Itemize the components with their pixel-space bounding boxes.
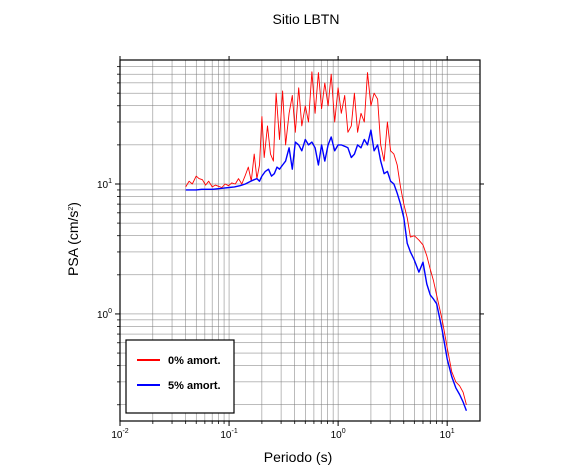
y-axis-label: PSA (cm/s2) [65,202,81,276]
x-tick-label: 10-2 [111,428,128,441]
x-tick-label: 100 [331,428,346,441]
axis-ticks: 10-2 10-1 100 101 100 101 [97,56,484,441]
series-lines [185,71,468,411]
legend-label-0: 0% amort. [168,355,221,367]
series-line-1 [185,129,468,411]
plot-frame [119,59,481,422]
legend: 0% amort. 5% amort. [125,339,235,414]
chart-title: Sitio LBTN [273,11,340,27]
y-tick-label: 100 [97,308,112,321]
legend-box [125,339,235,414]
y-tick-label: 101 [97,178,112,191]
x-axis-label: Periodo (s) [264,449,332,465]
series-line-0 [185,71,467,405]
x-tick-label: 101 [440,428,455,441]
legend-label-1: 5% amort. [168,380,221,392]
x-tick-label: 10-1 [220,428,237,441]
